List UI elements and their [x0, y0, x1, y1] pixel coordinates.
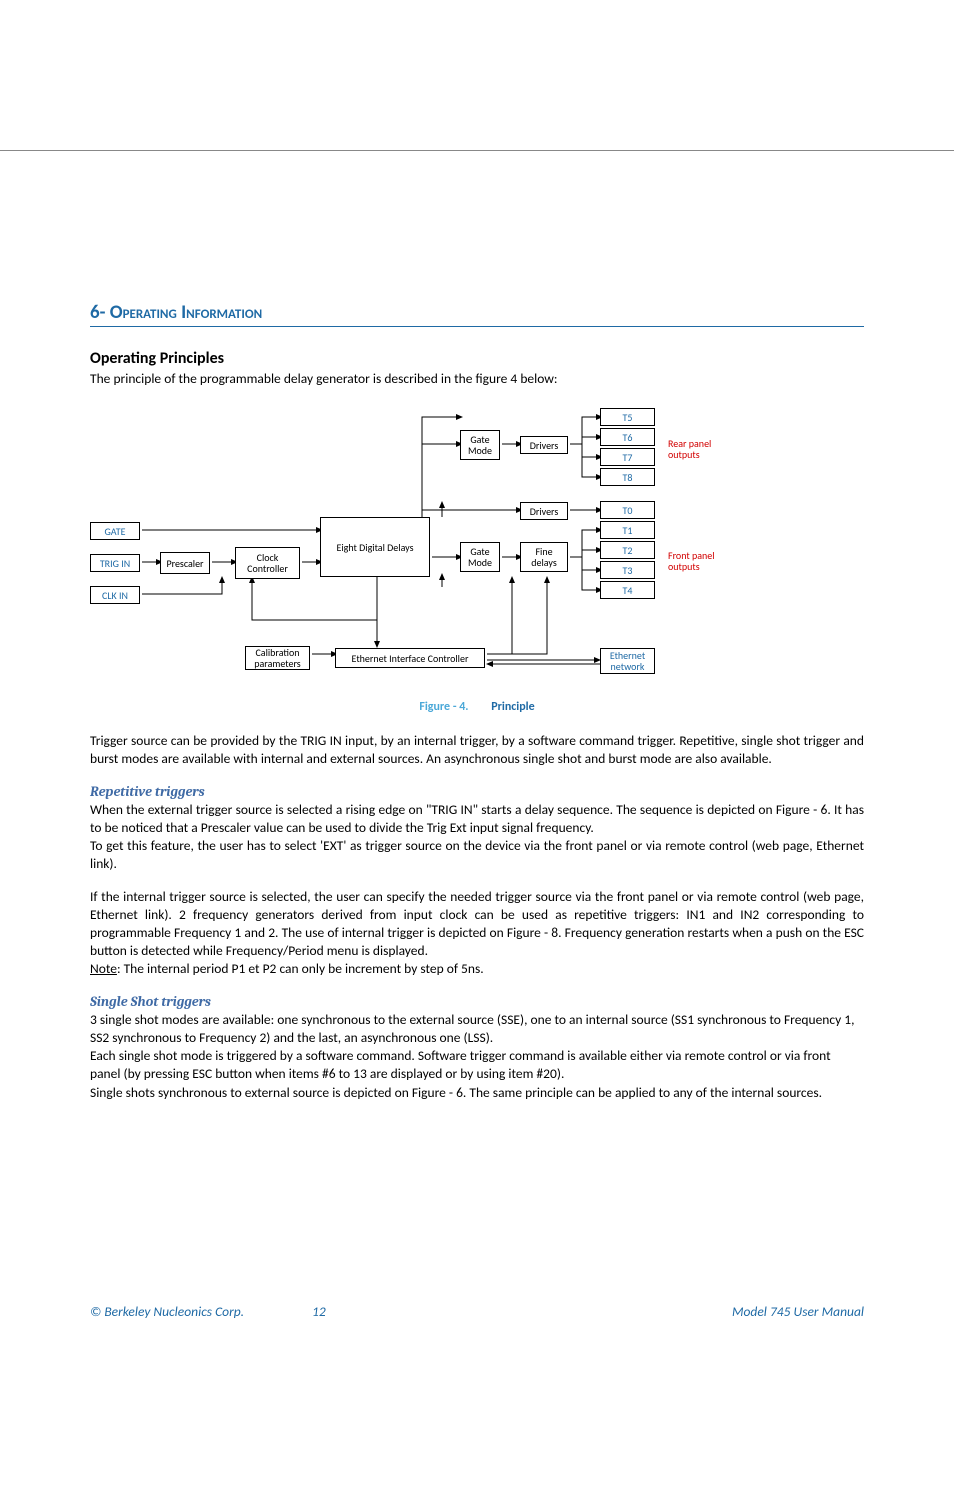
footer-page-number: 12: [312, 1303, 326, 1320]
t7-output: T7: [600, 448, 655, 466]
front-panel-label: Front panel outputs: [668, 550, 738, 572]
ethernet-network-box: Ethernet network: [600, 648, 655, 674]
ethernet-controller-box: Ethernet Interface Controller: [335, 648, 485, 668]
repetitive-triggers-heading: Repetitive triggers: [90, 783, 864, 800]
note-line: Note: The internal period P1 et P2 can o…: [90, 960, 864, 978]
section-heading: 6- Operating Information: [90, 301, 864, 327]
rep-para-3: If the internal trigger source is select…: [90, 888, 864, 961]
t1-output: T1: [600, 521, 655, 539]
calibration-box: Calibration parameters: [245, 646, 310, 670]
eight-digital-delays-box: Eight Digital Delays: [320, 517, 430, 577]
single-shot-heading: Single Shot triggers: [90, 993, 864, 1010]
trigger-source-para: Trigger source can be provided by the TR…: [90, 732, 864, 768]
figure-title: Principle: [491, 700, 534, 714]
t2-output: T2: [600, 541, 655, 559]
clkin-input: CLK IN: [90, 586, 140, 604]
drivers-2-box: Drivers: [520, 502, 568, 520]
intro-text: The principle of the programmable delay …: [90, 370, 864, 388]
gate-mode-2-box: Gate Mode: [460, 542, 500, 572]
t6-output: T6: [600, 428, 655, 446]
rep-para-1: When the external trigger source is sele…: [90, 801, 864, 837]
figure-caption: Figure - 4. Principle: [90, 700, 864, 714]
ss-para-3: Single shots synchronous to external sou…: [90, 1084, 864, 1102]
footer-manual-title: Model 745 User Manual: [732, 1303, 864, 1320]
note-label: Note: [90, 960, 117, 977]
rear-panel-label: Rear panel outputs: [668, 438, 738, 460]
rep-para-2: To get this feature, the user has to sel…: [90, 837, 864, 873]
t8-output: T8: [600, 468, 655, 486]
prescaler-box: Prescaler: [160, 552, 210, 574]
figure-number: Figure - 4.: [419, 700, 468, 714]
gate-mode-1-box: Gate Mode: [460, 430, 500, 460]
t0-output: T0: [600, 501, 655, 519]
operating-principles-heading: Operating Principles: [90, 349, 864, 368]
trigin-input: TRIG IN: [90, 554, 140, 572]
ss-para-1: 3 single shot modes are available: one s…: [90, 1011, 864, 1047]
t5-output: T5: [600, 408, 655, 426]
principle-diagram: GATE TRIG IN CLK IN Prescaler Clock Cont…: [90, 402, 864, 692]
drivers-1-box: Drivers: [520, 436, 568, 454]
t3-output: T3: [600, 561, 655, 579]
ss-para-2: Each single shot mode is triggered by a …: [90, 1047, 864, 1083]
gate-input: GATE: [90, 522, 140, 540]
t4-output: T4: [600, 581, 655, 599]
footer-copyright: © Berkeley Nucleonics Corp.: [90, 1303, 244, 1320]
fine-delays-box: Fine delays: [520, 542, 568, 572]
page-footer: © Berkeley Nucleonics Corp. 12 Model 745…: [90, 1303, 864, 1320]
clock-controller-box: Clock Controller: [235, 547, 300, 579]
note-text: : The internal period P1 et P2 can only …: [117, 960, 484, 977]
